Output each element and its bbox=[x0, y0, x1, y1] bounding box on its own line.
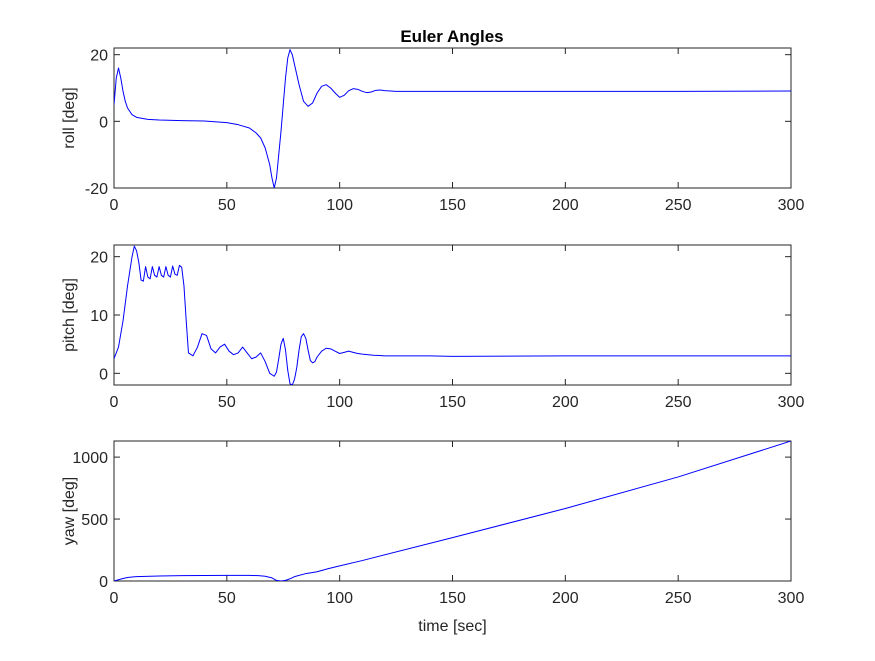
yaw-x-tick-label: 300 bbox=[778, 590, 805, 607]
roll-y-tick-label: 0 bbox=[99, 114, 108, 131]
yaw-axes-box bbox=[113, 440, 792, 582]
pitch-y-tick-label: 0 bbox=[99, 366, 108, 383]
roll-x-tick-label: 50 bbox=[218, 197, 236, 214]
pitch-x-tick-label: 50 bbox=[218, 394, 236, 411]
yaw-x-tick-label: 200 bbox=[552, 590, 579, 607]
pitch-axes-box bbox=[113, 244, 792, 386]
pitch-y-axis-label: pitch [deg] bbox=[61, 278, 78, 352]
yaw-x-tick-label: 250 bbox=[665, 590, 692, 607]
yaw-series-line bbox=[114, 441, 791, 581]
roll-x-tick-label: 0 bbox=[110, 197, 119, 214]
roll-x-tick-label: 300 bbox=[778, 197, 805, 214]
roll-series-line bbox=[114, 49, 791, 188]
pitch-x-tick-label: 250 bbox=[665, 394, 692, 411]
roll-axes-box bbox=[113, 47, 792, 189]
yaw-y-axis-label: yaw [deg] bbox=[61, 477, 78, 545]
pitch-y-tick-label: 10 bbox=[90, 308, 108, 325]
roll-x-tick-label: 150 bbox=[439, 197, 466, 214]
yaw-x-tick-label: 0 bbox=[110, 590, 119, 607]
yaw-x-tick-label: 50 bbox=[218, 590, 236, 607]
yaw-y-tick-label: 1000 bbox=[72, 450, 108, 467]
pitch-x-tick-label: 200 bbox=[552, 394, 579, 411]
pitch-y-tick-label: 20 bbox=[90, 250, 108, 267]
yaw-x-tick-label: 150 bbox=[439, 590, 466, 607]
pitch-x-tick-label: 100 bbox=[326, 394, 353, 411]
pitch-x-tick-label: 0 bbox=[110, 394, 119, 411]
yaw-y-tick-label: 0 bbox=[99, 574, 108, 591]
roll-y-tick-label: 20 bbox=[90, 48, 108, 65]
roll-y-axis-label: roll [deg] bbox=[61, 87, 78, 148]
roll-y-tick-label: -20 bbox=[85, 181, 108, 198]
pitch-x-tick-label: 150 bbox=[439, 394, 466, 411]
x-axis-label: time [sec] bbox=[418, 618, 486, 635]
chart-title: Euler Angles bbox=[400, 27, 503, 46]
roll-x-tick-label: 200 bbox=[552, 197, 579, 214]
yaw-panel: 0 50 100 150 200 250 300 0 500 1000 yaw [deg] time … bbox=[61, 440, 805, 635]
yaw-y-tick-label: 500 bbox=[81, 512, 108, 529]
roll-x-tick-label: 100 bbox=[326, 197, 353, 214]
roll-x-tick-label: 250 bbox=[665, 197, 692, 214]
yaw-x-tick-label: 100 bbox=[326, 590, 353, 607]
pitch-series-line bbox=[114, 245, 791, 385]
pitch-panel: 0 50 100 150 200 250 300 0 10 20 pitch [deg] bbox=[61, 244, 805, 411]
pitch-x-tick-label: 300 bbox=[778, 394, 805, 411]
